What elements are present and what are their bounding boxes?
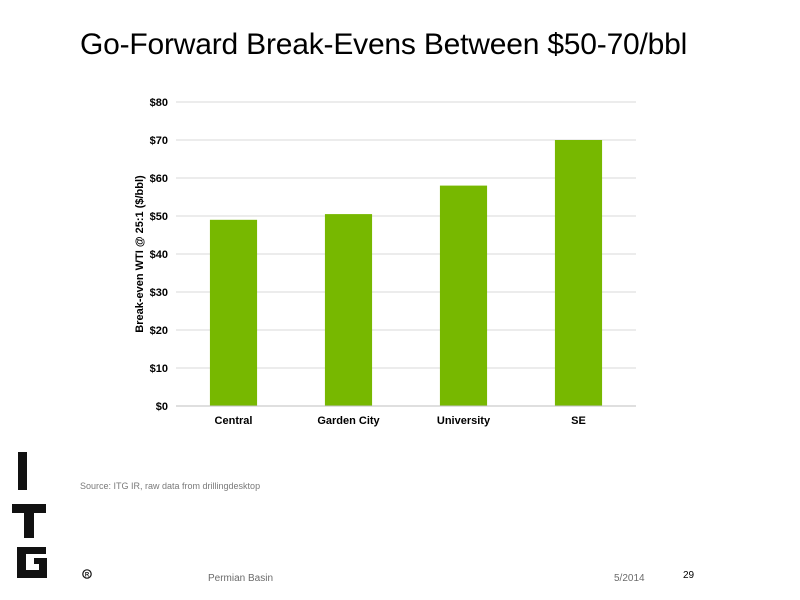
slide-title: Go-Forward Break-Evens Between $50-70/bb… — [80, 28, 688, 61]
y-tick-label: $10 — [150, 363, 168, 375]
x-tick-label: Central — [215, 415, 253, 427]
y-axis-title: Break-even WTI @ 25:1 ($/bbl) — [134, 175, 146, 333]
y-tick-label: $70 — [150, 135, 168, 147]
y-tick-label: $20 — [150, 325, 168, 337]
svg-text:R: R — [85, 573, 90, 579]
bar — [554, 140, 603, 406]
bar — [439, 185, 488, 406]
bar — [209, 219, 258, 406]
itg-logo: R — [12, 452, 92, 579]
bars — [209, 140, 603, 406]
bar — [324, 214, 373, 406]
x-tick-label: University — [437, 415, 491, 427]
tick-labels: $0 $10 $20 $30 $40 $50 $60 $70 $80 Central Garden … — [150, 97, 586, 427]
y-tick-label: $60 — [150, 173, 168, 185]
y-tick-label: $0 — [156, 401, 168, 413]
page-number: 29 — [683, 570, 695, 581]
y-tick-label: $50 — [150, 211, 168, 223]
source-note: Source: ITG IR, raw data from drillingde… — [80, 481, 261, 491]
footer-topic: Permian Basin — [208, 573, 274, 584]
y-tick-label: $80 — [150, 97, 168, 109]
y-tick-label: $40 — [150, 249, 168, 261]
x-tick-label: SE — [571, 415, 586, 427]
x-tick-label: Garden City — [317, 415, 380, 427]
footer-date: 5/2014 — [614, 573, 645, 584]
y-tick-label: $30 — [150, 287, 168, 299]
